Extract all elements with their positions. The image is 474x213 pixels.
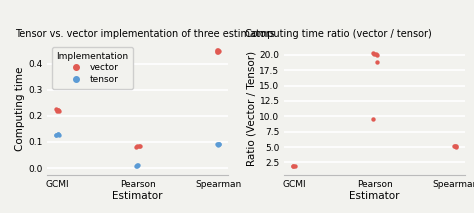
Legend: vector, tensor: vector, tensor <box>52 47 133 89</box>
Point <box>214 142 222 145</box>
X-axis label: Estimator: Estimator <box>112 191 163 201</box>
Point <box>370 52 378 55</box>
Point <box>452 145 459 148</box>
Point <box>55 132 62 136</box>
Point <box>289 164 297 167</box>
Point <box>134 163 142 167</box>
Point <box>133 164 140 167</box>
Point <box>52 133 59 137</box>
Point <box>136 145 144 148</box>
Point <box>373 53 380 56</box>
Point <box>450 144 458 148</box>
Point <box>369 117 377 121</box>
Point <box>213 142 221 146</box>
Point <box>133 164 141 167</box>
Point <box>55 109 63 112</box>
Point <box>133 144 140 148</box>
Point <box>52 134 60 137</box>
Point <box>132 145 140 148</box>
Y-axis label: Computing time: Computing time <box>15 66 26 151</box>
Point <box>135 144 143 148</box>
Point <box>52 108 60 111</box>
Point <box>289 164 296 168</box>
Point <box>453 145 460 148</box>
Point <box>215 50 222 53</box>
Point <box>54 133 62 136</box>
Point <box>55 133 63 136</box>
Point <box>214 50 221 53</box>
Text: Tensor vs. vector implementation of three estimators: Tensor vs. vector implementation of thre… <box>15 29 275 39</box>
Point <box>215 142 222 145</box>
Point <box>291 164 299 167</box>
Point <box>214 49 221 52</box>
X-axis label: Estimator: Estimator <box>349 191 400 201</box>
Point <box>53 109 61 113</box>
Point <box>373 53 381 57</box>
Point <box>133 164 140 167</box>
Point <box>370 51 377 55</box>
Y-axis label: Ratio (Vector / Tensor): Ratio (Vector / Tensor) <box>246 51 256 166</box>
Point <box>213 49 220 52</box>
Point <box>55 108 62 112</box>
Point <box>54 108 62 111</box>
Point <box>214 48 221 52</box>
Point <box>214 143 222 146</box>
Point <box>452 144 459 148</box>
Point <box>373 60 381 64</box>
Point <box>214 50 222 54</box>
Text: Computing time ratio (vector / tensor): Computing time ratio (vector / tensor) <box>245 29 431 39</box>
Point <box>216 143 223 146</box>
